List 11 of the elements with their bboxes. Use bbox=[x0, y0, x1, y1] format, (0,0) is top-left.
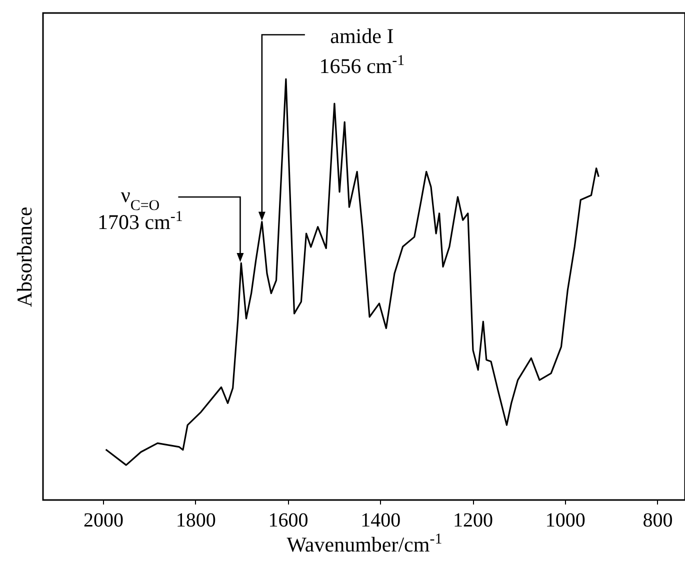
x-tick-label: 1600 bbox=[268, 510, 308, 532]
x-tick-label: 1000 bbox=[545, 510, 586, 532]
x-tick-label: 1200 bbox=[453, 510, 494, 532]
annotation: ν$_{C=O}$ 1703 cm$^{-1}$ bbox=[98, 183, 183, 234]
x-axis-title: Wavenumber/cm$^{-1}$ bbox=[286, 532, 442, 556]
x-tick-label: 800 bbox=[642, 510, 673, 532]
x-tick-label: 2000 bbox=[84, 510, 124, 532]
y-axis-title: Absorbance bbox=[12, 206, 36, 308]
x-tick-label: 1400 bbox=[360, 510, 401, 532]
x-tick-label: 1800 bbox=[176, 510, 216, 532]
annotation: amide I 1656 cm$^{-1}$ bbox=[319, 24, 405, 78]
